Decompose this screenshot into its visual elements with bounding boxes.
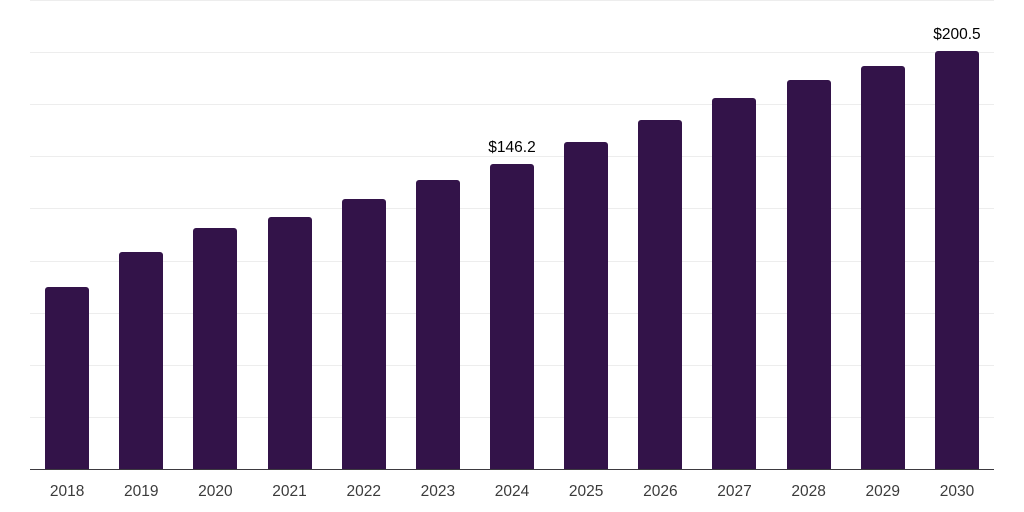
x-tick-2022: 2022 (346, 483, 381, 500)
bar-slot-2023 (401, 0, 475, 469)
bars-container: $146.2 $200.5 (30, 0, 994, 469)
bar-2023 (415, 179, 460, 469)
bar-slot-2020 (178, 0, 252, 469)
x-tick-2025: 2025 (568, 483, 604, 500)
bar-slot-2022 (327, 0, 401, 469)
gridline-175 (30, 104, 994, 106)
x-tick-2030: 2030 (939, 483, 975, 500)
bar-slot-2028 (772, 0, 846, 469)
bar-slot-2030: $200.5 (920, 0, 994, 469)
x-axis-line (30, 468, 994, 470)
x-tick-2018: 2018 (49, 483, 85, 500)
bar-2030 (934, 50, 979, 469)
bar-2022 (341, 199, 386, 469)
x-tick-2020: 2020 (198, 483, 233, 500)
bar-2028 (786, 80, 831, 469)
bar-2020 (193, 228, 238, 469)
x-tick-2019: 2019 (123, 483, 159, 500)
x-axis-labels: 2018 2019 2020 2021 2022 2023 2024 2025 2026 2027… (30, 483, 994, 502)
x-tick-2027: 2027 (717, 483, 752, 500)
bar-slot-2025 (549, 0, 623, 469)
bar-2025 (564, 142, 609, 469)
x-tick-2026: 2026 (643, 483, 678, 500)
bar-slot-2019 (104, 0, 178, 469)
bar-2026 (638, 119, 683, 469)
bar-slot-2021 (252, 0, 326, 469)
bar-2024 (490, 163, 535, 469)
bar-2018 (45, 287, 90, 469)
bar-slot-2029 (846, 0, 920, 469)
x-tick-2023: 2023 (420, 483, 456, 500)
bar-2019 (119, 251, 164, 469)
x-tick-2021: 2021 (272, 483, 307, 500)
x-tick-2029: 2029 (865, 483, 901, 500)
x-tick-2024: 2024 (494, 483, 530, 500)
bar-2029 (860, 66, 905, 469)
plot-area: $146.2 $200.5 (30, 0, 994, 470)
gridline-225 (30, 0, 994, 1)
bar-2021 (267, 216, 312, 469)
bar-slot-2018 (30, 0, 104, 469)
bar-slot-2024: $146.2 (475, 0, 549, 469)
x-tick-2028: 2028 (791, 483, 826, 500)
bar-slot-2026 (623, 0, 697, 469)
value-label-2024: $146.2 (488, 139, 536, 157)
gridline-200 (30, 52, 994, 54)
value-label-2030: $200.5 (933, 26, 981, 44)
gridline-150 (30, 156, 994, 158)
bar-2027 (712, 98, 757, 469)
bar-slot-2027 (697, 0, 771, 469)
